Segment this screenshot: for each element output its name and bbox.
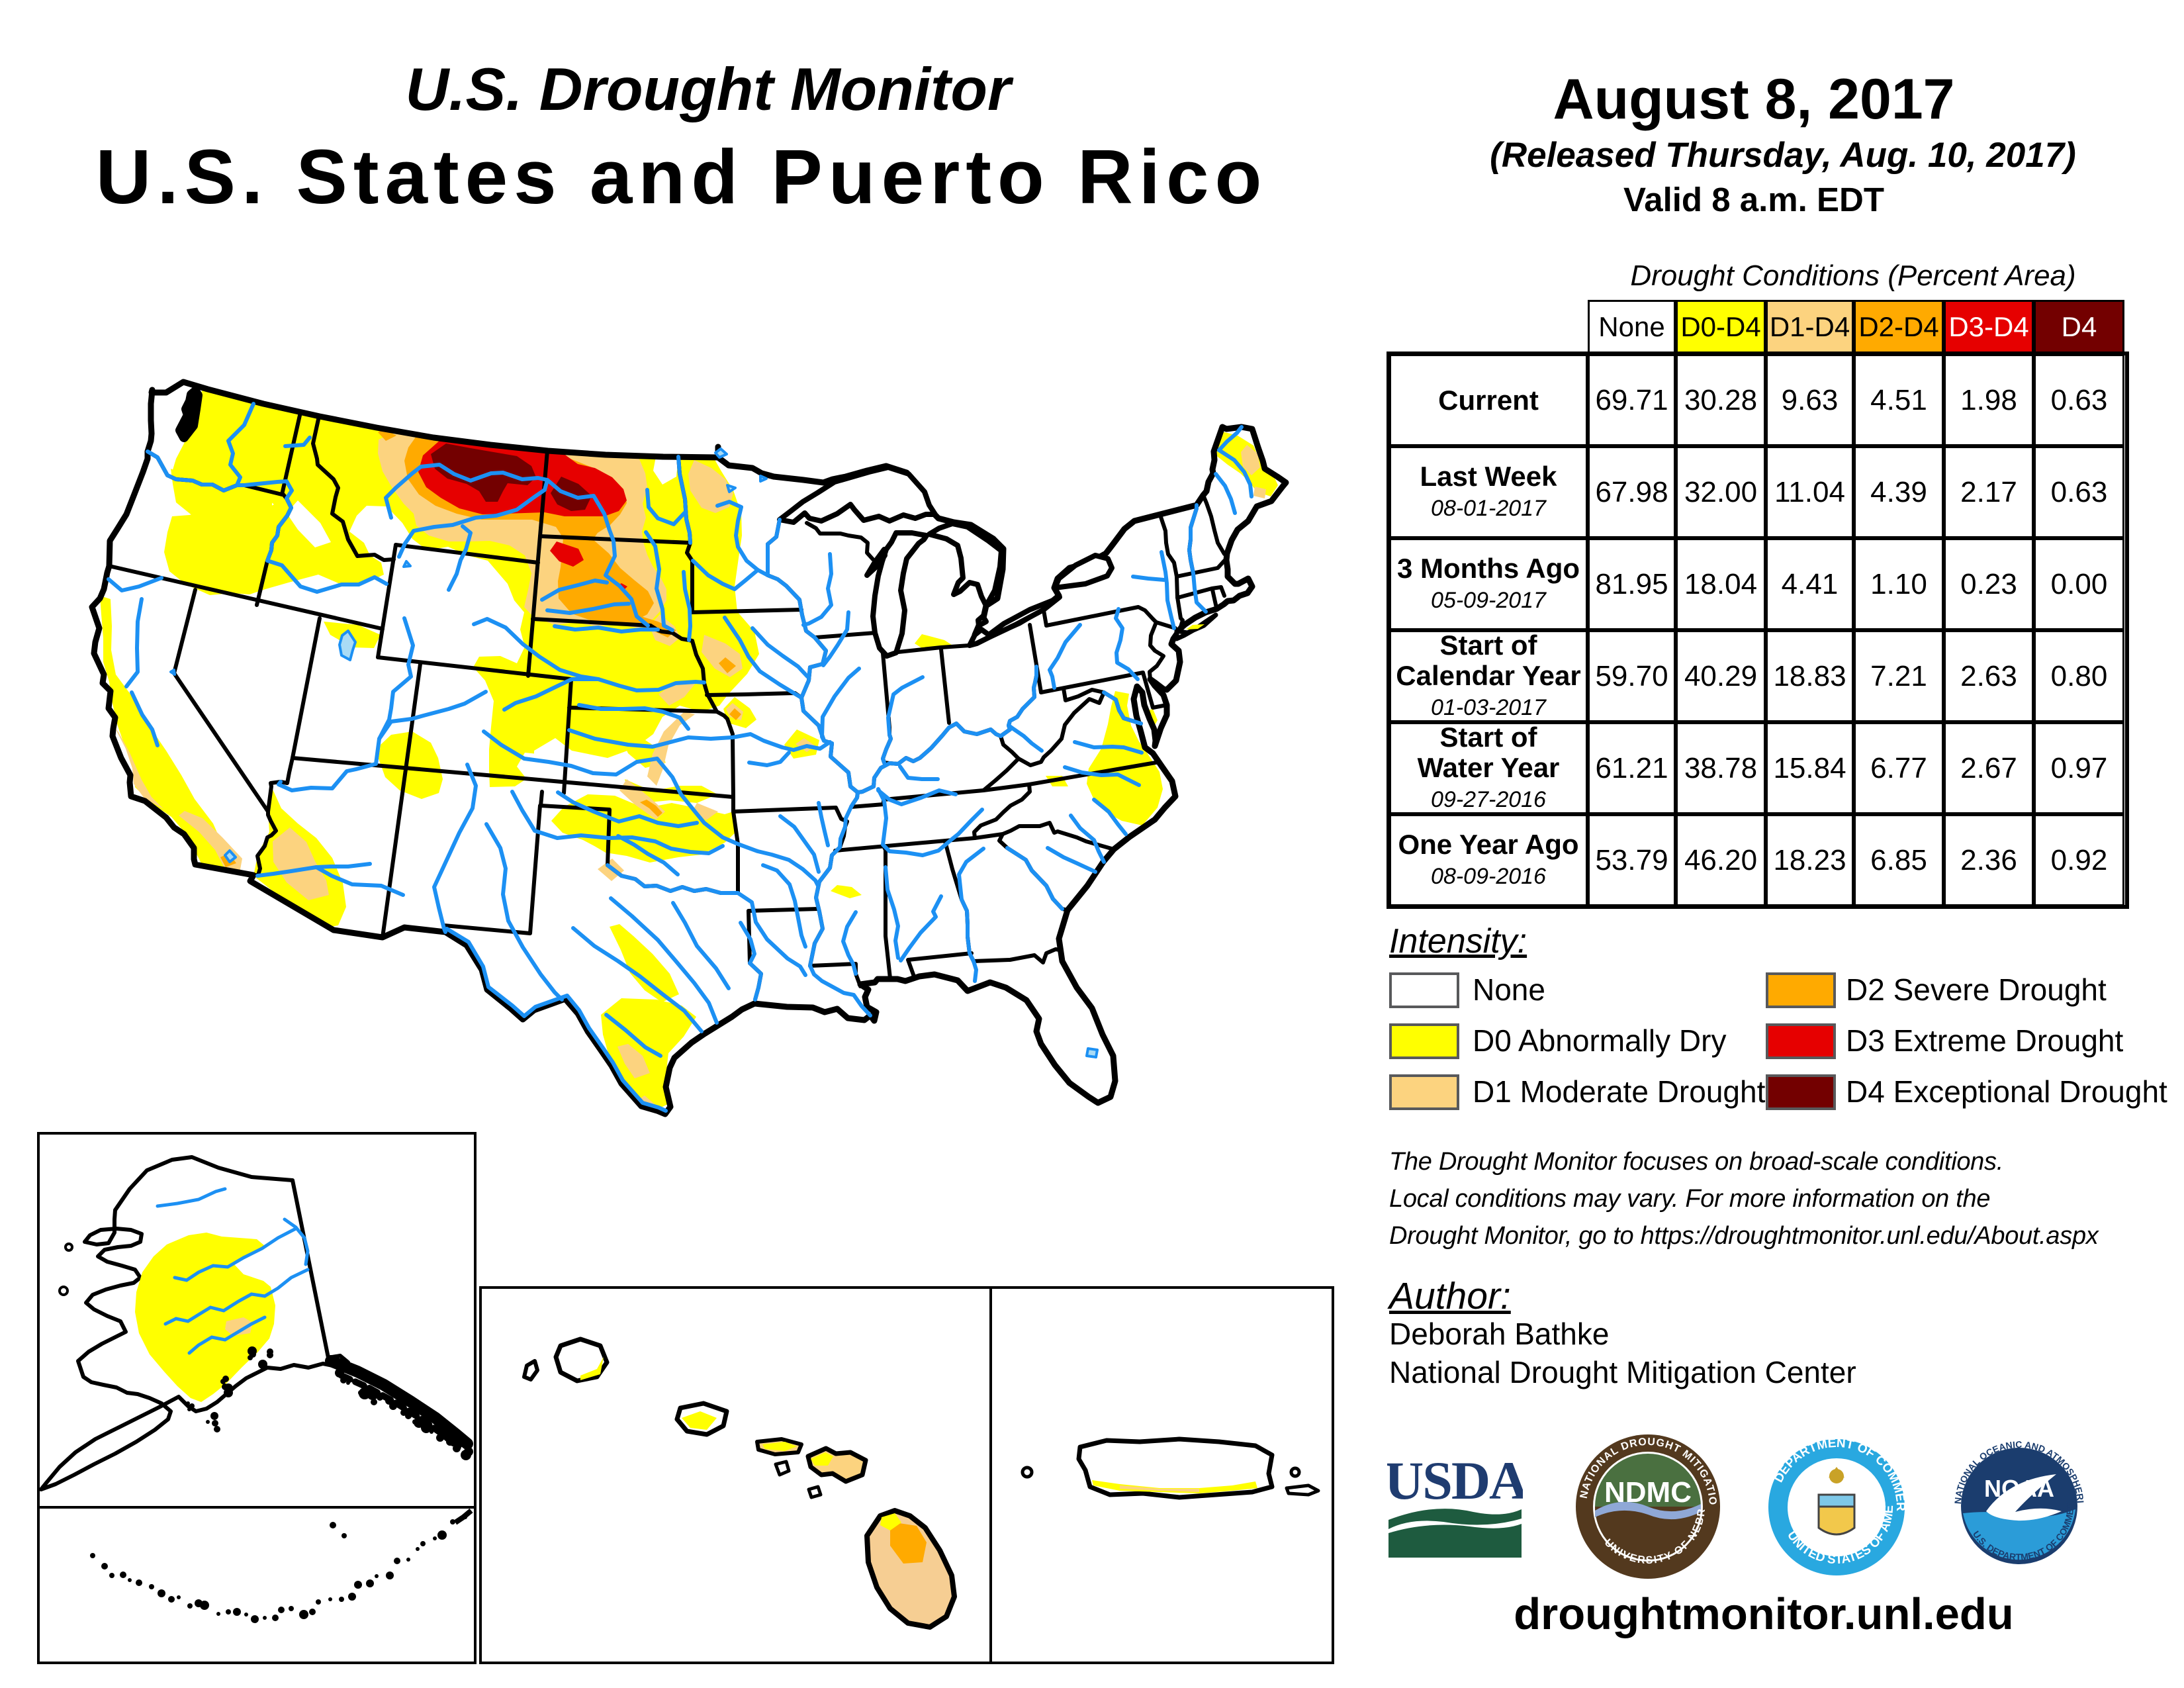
- svg-text:NOAA: NOAA: [1984, 1475, 2054, 1502]
- svg-text:NDMC: NDMC: [1604, 1476, 1692, 1509]
- svg-text:USDA: USDA: [1387, 1456, 1523, 1511]
